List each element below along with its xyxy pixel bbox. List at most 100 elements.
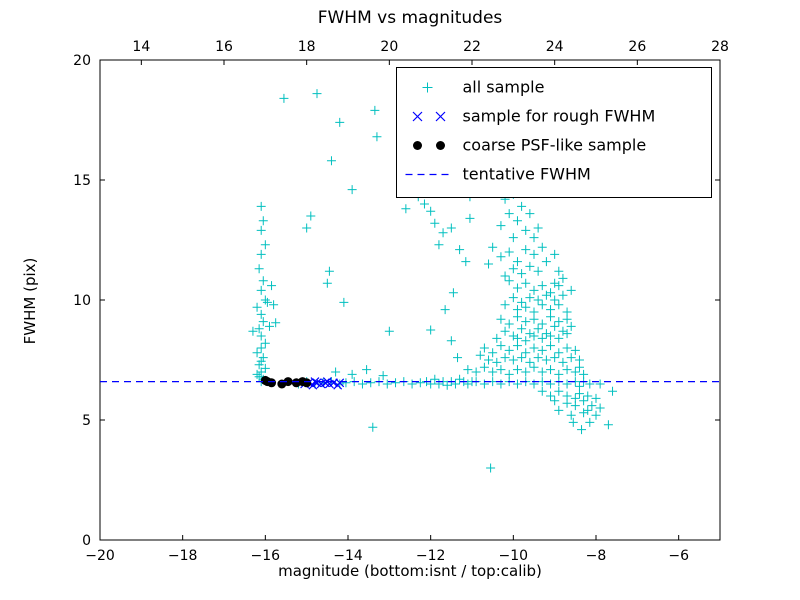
marker xyxy=(566,321,576,331)
marker xyxy=(504,319,514,329)
marker xyxy=(442,380,452,390)
marker xyxy=(585,417,595,427)
marker xyxy=(426,206,436,216)
marker xyxy=(488,367,498,377)
marker xyxy=(525,293,535,303)
tick-label: −10 xyxy=(499,548,529,564)
marker xyxy=(256,367,266,377)
marker xyxy=(254,324,264,334)
marker xyxy=(419,199,429,209)
marker xyxy=(537,319,547,329)
marker xyxy=(500,271,510,281)
legend-label: tentative FWHM xyxy=(463,165,591,184)
marker xyxy=(372,132,382,142)
marker xyxy=(413,141,422,150)
marker xyxy=(574,362,584,372)
marker xyxy=(525,261,535,271)
marker xyxy=(430,218,440,228)
marker xyxy=(256,249,266,259)
marker xyxy=(267,378,277,388)
marker xyxy=(591,410,601,420)
marker xyxy=(525,209,535,219)
marker xyxy=(537,333,547,343)
marker xyxy=(446,223,456,233)
marker xyxy=(508,355,518,365)
marker xyxy=(366,378,376,388)
marker xyxy=(368,422,378,432)
marker xyxy=(529,343,539,353)
marker xyxy=(529,233,539,243)
marker xyxy=(258,216,268,226)
marker xyxy=(533,295,543,305)
marker xyxy=(262,297,272,307)
marker xyxy=(562,329,572,339)
marker xyxy=(500,300,510,310)
marker xyxy=(537,300,547,310)
marker xyxy=(595,379,605,389)
marker xyxy=(562,398,572,408)
marker xyxy=(492,357,502,367)
marker xyxy=(267,281,277,291)
marker xyxy=(512,257,522,267)
marker xyxy=(546,288,556,298)
marker xyxy=(435,111,446,122)
tick-label: 26 xyxy=(628,39,646,55)
marker xyxy=(554,317,564,327)
marker xyxy=(546,312,556,322)
marker xyxy=(254,360,264,370)
marker xyxy=(533,223,543,233)
marker xyxy=(587,401,597,411)
marker xyxy=(254,264,264,274)
marker xyxy=(550,295,560,305)
marker xyxy=(595,403,605,413)
marker xyxy=(512,312,522,322)
marker xyxy=(562,365,572,375)
marker xyxy=(370,105,380,115)
marker xyxy=(450,379,460,389)
marker xyxy=(391,378,401,388)
marker xyxy=(512,341,522,351)
marker xyxy=(322,278,332,288)
tick-label: 10 xyxy=(73,293,91,309)
marker xyxy=(583,405,593,415)
marker xyxy=(258,317,268,327)
marker xyxy=(256,201,266,211)
legend-label: coarse PSF-like sample xyxy=(463,136,647,155)
marker xyxy=(475,350,485,360)
marker xyxy=(517,297,527,307)
marker xyxy=(436,141,445,150)
marker xyxy=(279,93,289,103)
marker xyxy=(546,365,556,375)
marker xyxy=(508,233,518,243)
tick-label: 15 xyxy=(73,173,91,189)
marker xyxy=(517,353,527,363)
marker xyxy=(529,362,539,372)
tick-label: −8 xyxy=(586,548,607,564)
marker xyxy=(341,378,351,388)
marker xyxy=(415,378,425,388)
tick-label: −12 xyxy=(416,548,446,564)
marker xyxy=(504,276,514,286)
marker xyxy=(591,393,601,403)
chart-title: FWHM vs magnitudes xyxy=(317,8,503,28)
marker xyxy=(283,377,293,387)
marker xyxy=(484,259,494,269)
marker xyxy=(254,372,264,382)
marker xyxy=(324,266,334,276)
marker xyxy=(566,353,576,363)
marker xyxy=(529,331,539,341)
marker xyxy=(471,367,481,377)
marker xyxy=(541,257,551,267)
marker xyxy=(426,325,436,335)
marker xyxy=(550,353,560,363)
tick-label: −18 xyxy=(168,548,198,564)
marker xyxy=(256,309,266,319)
marker xyxy=(269,300,279,310)
marker xyxy=(252,369,262,379)
marker xyxy=(461,257,471,267)
marker xyxy=(248,326,258,336)
marker xyxy=(463,365,473,375)
marker xyxy=(521,348,531,358)
marker xyxy=(322,377,332,387)
